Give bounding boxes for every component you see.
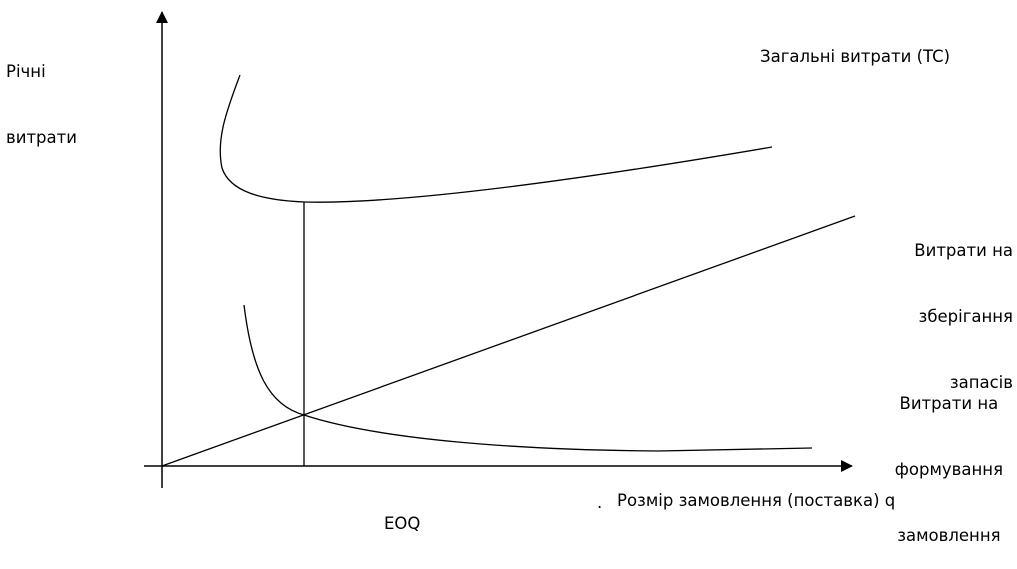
y-axis-label-line: Річні: [6, 62, 46, 81]
total-cost-curve: [219, 74, 773, 203]
x-axis-label: Розмір замовлення (поставка) q: [617, 491, 896, 510]
ordering-cost-curve: [243, 304, 813, 452]
holding-cost-label-line: Витрати на: [914, 241, 1013, 260]
y-axis-label-line: витрати: [6, 128, 77, 147]
ordering-cost-label-line: замовлення: [897, 526, 1001, 545]
holding-cost-line: [161, 215, 856, 467]
ordering-cost-label-line: Витрати на: [899, 394, 999, 413]
x-axis-dot: .: [597, 493, 603, 512]
holding-cost-label: Витрати на зберігання запасів: [914, 196, 1013, 416]
eoq-label: EOQ: [384, 514, 421, 533]
holding-cost-label-line: запасів: [949, 373, 1013, 392]
holding-cost-label-line: зберігання: [918, 307, 1013, 326]
ordering-cost-label: Витрати на формування замовлення: [895, 349, 1003, 569]
total-cost-label: Загальні витрати (TC): [760, 47, 951, 66]
eoq-diagram: [144, 11, 856, 488]
y-axis-label: Річні витрати: [6, 17, 77, 171]
ordering-cost-label-line: формування: [894, 460, 1003, 479]
